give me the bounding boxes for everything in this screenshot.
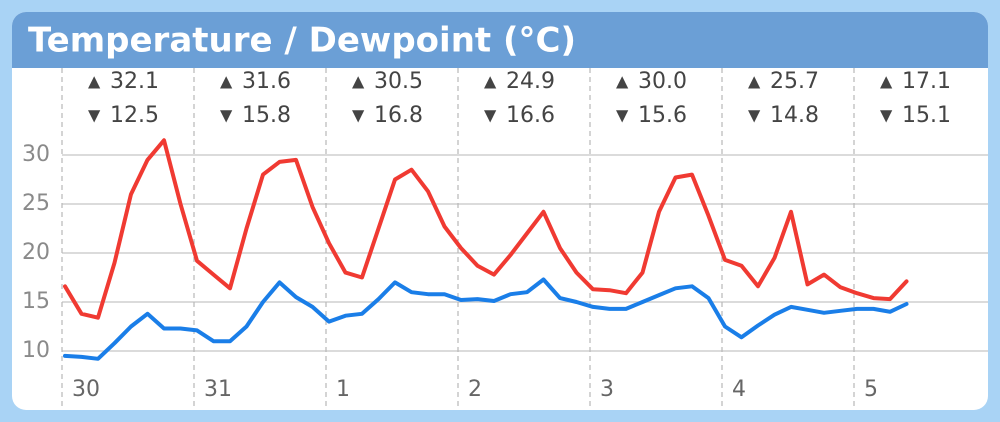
min-value: 15.8 — [242, 103, 291, 128]
max-value: 32.1 — [110, 69, 159, 94]
max-icon: ▲ — [616, 72, 629, 91]
min-icon: ▼ — [352, 106, 365, 125]
max-icon: ▲ — [352, 72, 365, 91]
y-tick-label: 20 — [22, 240, 50, 265]
max-value: 25.7 — [770, 69, 819, 94]
min-icon: ▼ — [880, 106, 893, 125]
max-icon: ▲ — [220, 72, 233, 91]
day-label: 4 — [732, 377, 746, 402]
min-value: 12.5 — [110, 103, 159, 128]
min-value: 15.1 — [902, 103, 951, 128]
min-icon: ▼ — [616, 106, 629, 125]
max-value: 30.5 — [374, 69, 423, 94]
max-icon: ▲ — [748, 72, 761, 91]
max-value: 31.6 — [242, 69, 291, 94]
min-icon: ▼ — [88, 106, 101, 125]
min-icon: ▼ — [748, 106, 761, 125]
min-value: 14.8 — [770, 103, 819, 128]
day-label: 1 — [336, 377, 350, 402]
series-line — [63, 138, 909, 320]
min-value: 16.8 — [374, 103, 423, 128]
max-value: 17.1 — [902, 69, 951, 94]
day-label: 2 — [468, 377, 482, 402]
min-value: 16.6 — [506, 103, 555, 128]
max-value: 24.9 — [506, 69, 555, 94]
max-icon: ▲ — [880, 72, 893, 91]
min-icon: ▼ — [484, 106, 497, 125]
y-tick-label: 30 — [22, 142, 50, 167]
series-line — [63, 277, 909, 361]
max-icon: ▲ — [88, 72, 101, 91]
header — [12, 12, 988, 68]
min-value: 15.6 — [638, 103, 687, 128]
title: Temperature / Dewpoint (°C) — [28, 21, 576, 61]
day-label: 31 — [204, 377, 232, 402]
y-tick-label: 25 — [22, 191, 50, 216]
day-label: 3 — [600, 377, 614, 402]
max-value: 30.0 — [638, 69, 687, 94]
y-tick-label: 10 — [22, 338, 50, 363]
min-icon: ▼ — [220, 106, 233, 125]
y-tick-label: 15 — [22, 289, 50, 314]
day-label: 30 — [72, 377, 100, 402]
day-label: 5 — [864, 377, 878, 402]
max-icon: ▲ — [484, 72, 497, 91]
